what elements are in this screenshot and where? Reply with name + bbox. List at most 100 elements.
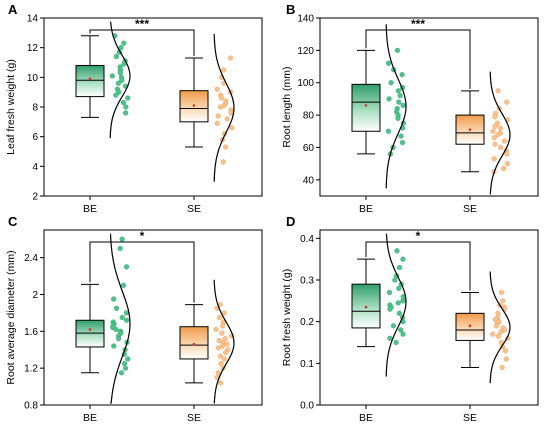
data-point (386, 289, 393, 296)
significance-bracket (365, 241, 471, 291)
panel-c: C 0.8 1.2 1.6 2 2.4 Root average diameter (mm)… (5, 214, 263, 424)
data-point (400, 256, 406, 262)
data-point (491, 135, 497, 141)
box (351, 83, 381, 132)
significance-label: * (140, 229, 145, 243)
data-point (117, 70, 123, 76)
y-tick-label: 0.1 (300, 359, 314, 370)
data-point (392, 277, 398, 283)
plot-frame (43, 17, 263, 197)
data-point (119, 236, 125, 242)
data-point (111, 296, 117, 302)
data-point (396, 285, 402, 291)
x-tick-label: SE (463, 203, 477, 215)
data-point (217, 380, 224, 386)
data-point (117, 245, 123, 252)
panel-label: B (286, 2, 295, 17)
y-tick-label: 2 (32, 192, 38, 203)
mean-marker (192, 104, 196, 107)
panel-label: C (8, 214, 18, 229)
box (75, 64, 105, 98)
x-tick-label: SE (463, 412, 477, 423)
data-point (224, 341, 230, 347)
data-point (120, 282, 127, 288)
density-curve (213, 279, 235, 404)
data-point (388, 80, 394, 86)
data-point (123, 110, 129, 116)
data-point (121, 40, 127, 46)
y-tick-label: 2 (32, 290, 38, 301)
x-tick-label: BE (359, 203, 373, 215)
data-point (119, 77, 125, 83)
data-point (498, 289, 505, 296)
y-tick-label: 0.4 (300, 234, 314, 245)
data-point (220, 323, 226, 329)
data-point (115, 336, 122, 342)
data-point (215, 345, 221, 351)
data-point (501, 138, 508, 144)
data-point (221, 356, 227, 362)
data-point (214, 86, 220, 92)
y-axis-label: Leaf fresh weight (g) (5, 59, 17, 155)
data-point (222, 144, 229, 150)
data-point (215, 113, 221, 119)
data-point (490, 331, 496, 337)
y-tick-label: 1.2 (24, 364, 38, 375)
data-point (213, 326, 219, 333)
data-point (115, 80, 122, 86)
data-point (113, 92, 119, 98)
density-curve (109, 21, 131, 139)
data-point (386, 60, 392, 66)
data-point (125, 356, 131, 362)
data-point (113, 326, 119, 333)
data-point (498, 329, 504, 335)
data-point (500, 298, 506, 304)
data-point (219, 330, 225, 336)
data-point (113, 305, 120, 311)
y-axis-label: Root average diameter (mm) (5, 250, 17, 384)
data-point (497, 144, 504, 151)
significance-label: * (416, 229, 421, 243)
mean-marker (88, 328, 92, 331)
significance-label: *** (135, 17, 149, 31)
y-tick-label: 6 (32, 132, 38, 143)
significance-label: *** (411, 17, 425, 31)
data-point (224, 116, 230, 122)
data-point (123, 264, 130, 270)
data-point (400, 298, 406, 304)
data-point (394, 248, 400, 254)
x-tick-label: SE (187, 412, 201, 423)
box (179, 326, 209, 360)
panel-label: A (8, 2, 18, 17)
data-point (119, 314, 125, 321)
mean-marker (364, 305, 368, 309)
data-point (398, 327, 404, 333)
data-point (109, 73, 115, 79)
mean-marker (468, 128, 472, 131)
y-tick-label: 8 (32, 103, 38, 114)
x-tick-label: SE (187, 203, 201, 215)
data-point (504, 161, 511, 167)
data-point (111, 343, 117, 349)
mean-marker (364, 104, 368, 107)
data-point (495, 88, 501, 94)
mean-marker (88, 77, 92, 81)
y-tick-label: 1.6 (24, 327, 38, 338)
data-point (229, 125, 235, 131)
y-tick-label: 40 (303, 175, 315, 186)
data-point (113, 53, 119, 60)
data-point (400, 331, 406, 337)
panel-label: D (286, 214, 295, 229)
x-tick-label: BE (83, 203, 97, 215)
data-point (122, 365, 129, 371)
y-tick-label: 60 (303, 143, 315, 154)
y-tick-label: 0.0 (300, 401, 314, 412)
data-point (220, 159, 226, 165)
data-point (396, 99, 402, 105)
data-point (223, 349, 229, 356)
y-tick-label: 0.2 (300, 317, 314, 328)
data-point (216, 314, 223, 321)
data-point (217, 353, 224, 359)
y-tick-label: 14 (27, 14, 39, 25)
